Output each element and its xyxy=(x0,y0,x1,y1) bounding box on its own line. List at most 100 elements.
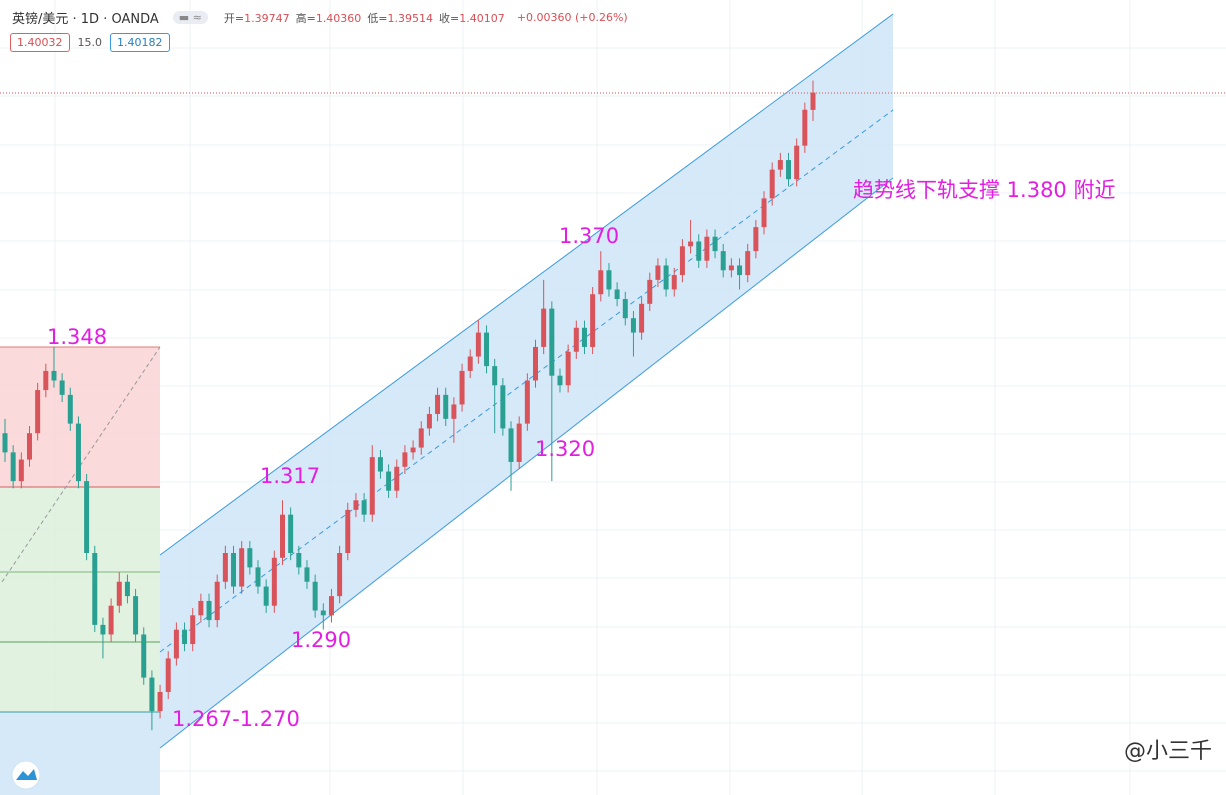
price-annotation: 1.317 xyxy=(260,464,320,488)
candle-body xyxy=(26,433,32,460)
candle-body xyxy=(239,548,245,587)
buy-button[interactable]: 1.40182 xyxy=(110,33,170,52)
candle-body xyxy=(75,423,81,482)
candle-body xyxy=(565,351,571,386)
candle-body xyxy=(369,457,375,515)
price-annotation: 1.267-1.270 xyxy=(172,707,300,731)
candle-body xyxy=(337,553,343,597)
toggle[interactable]: ▬ ≈ xyxy=(172,11,208,24)
candle-body xyxy=(271,557,277,606)
candle-body xyxy=(198,600,204,616)
price-annotation: 1.290 xyxy=(291,628,351,652)
candle-body xyxy=(304,567,310,582)
candle-body xyxy=(500,385,506,429)
candle-body xyxy=(100,624,106,635)
ohlc-value: 1.40360 xyxy=(315,11,362,25)
candle-body xyxy=(647,279,653,304)
candle-body xyxy=(214,581,220,621)
candle-body xyxy=(671,275,677,290)
candle-body xyxy=(59,380,65,395)
candle-body xyxy=(165,658,171,692)
candle-body xyxy=(655,265,661,280)
header: 英镑/美元 · 1D · OANDA ▬ ≈ 开=1.39747 高=1.4036… xyxy=(12,8,628,27)
candle-body xyxy=(769,169,775,199)
candle-body xyxy=(133,596,139,635)
candle-body xyxy=(549,308,555,376)
candle-body xyxy=(720,251,726,271)
candle-body xyxy=(418,428,424,448)
candle-body xyxy=(443,394,449,419)
ohlc-value: 1.40107 xyxy=(459,11,505,25)
candle-body xyxy=(116,581,122,606)
candle-body xyxy=(84,481,90,554)
candle-body xyxy=(182,629,188,645)
candle-body xyxy=(475,332,481,357)
candle-body xyxy=(524,380,530,424)
candle-body xyxy=(206,600,212,621)
candle-body xyxy=(263,586,269,606)
candle-body xyxy=(231,553,237,587)
candle-body xyxy=(328,596,334,616)
candle-body xyxy=(777,160,783,170)
candle-body xyxy=(508,428,514,462)
ohlc-label: 低= xyxy=(367,11,388,25)
candle-body xyxy=(688,241,694,247)
candle-body xyxy=(598,270,604,295)
ohlc-label: 收= xyxy=(439,11,460,25)
candle-body xyxy=(802,109,808,146)
candle-body xyxy=(590,294,596,347)
candle-body xyxy=(745,251,751,276)
candle-body xyxy=(345,509,351,554)
candle-body xyxy=(51,370,57,381)
candle-body xyxy=(361,500,367,515)
candle-body xyxy=(402,452,408,467)
candle-body xyxy=(190,615,196,645)
watermark: @小三千 xyxy=(1123,739,1212,764)
candle-body xyxy=(492,366,498,386)
sell-button[interactable]: 1.40032 xyxy=(10,33,70,52)
price-annotation: 1.348 xyxy=(47,325,107,349)
candle-body xyxy=(467,356,473,371)
candle-body xyxy=(606,270,612,290)
candle-body xyxy=(622,299,628,319)
candle-body xyxy=(516,423,522,462)
candle-body xyxy=(573,327,579,352)
candle-body xyxy=(296,553,302,568)
candle-body xyxy=(630,318,636,333)
candle-body xyxy=(679,246,685,276)
candle-body xyxy=(386,471,392,491)
candle-body xyxy=(810,92,816,110)
candle-body xyxy=(728,265,734,271)
candle-body xyxy=(794,145,800,180)
position-box xyxy=(0,346,161,795)
candle-body xyxy=(108,605,114,635)
ohlc-value: 1.39747 xyxy=(244,11,290,25)
candle-body xyxy=(320,610,326,616)
logo-mark xyxy=(16,769,37,780)
candle-body xyxy=(149,677,155,712)
candle-body xyxy=(451,404,457,419)
ohlc-value: 1.39514 xyxy=(387,11,434,25)
candle-body xyxy=(614,289,620,300)
candle-body xyxy=(712,236,718,252)
candle-body xyxy=(92,553,98,625)
candle-body xyxy=(557,375,563,386)
candle-body xyxy=(18,459,24,482)
candle-body xyxy=(541,308,547,347)
candle-body xyxy=(288,514,294,554)
candle-body xyxy=(173,629,179,659)
price-annotation: 1.370 xyxy=(559,224,619,248)
change: +0.00360 (+0.26%) xyxy=(516,11,628,24)
symbol-title: 英镑/美元 · 1D · OANDA xyxy=(12,12,159,27)
candle-body xyxy=(533,346,539,381)
trade-buttons: 1.40032 15.0 1.40182 xyxy=(10,33,170,52)
candle-body xyxy=(394,466,400,491)
candle-body xyxy=(124,581,130,597)
candles xyxy=(2,80,816,731)
candle-body xyxy=(410,447,416,453)
candle-body xyxy=(2,433,8,453)
candle-body xyxy=(67,394,73,424)
candle-body xyxy=(761,198,767,228)
candle-body xyxy=(157,691,163,712)
